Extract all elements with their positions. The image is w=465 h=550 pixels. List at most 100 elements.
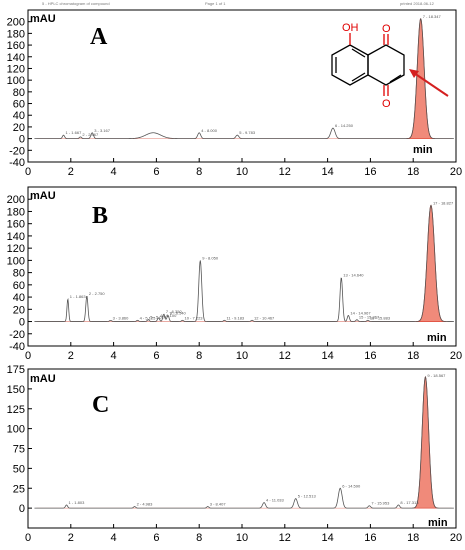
panel-c-peak-label: 5 - 12.513 [298,494,317,499]
panel-a-x-tick-label: 4 [111,166,117,178]
panel-b-y-tick-label: -40 [9,341,25,353]
panel-b-peak-label: 7 - 6.350 [166,309,183,314]
panel-b-peak-label: 9 - 8.050 [202,255,219,260]
panel-c-peak-label: 1 - 1.803 [69,500,86,505]
panel-a-y-unit: mAU [30,13,56,25]
header-center-text: Page 1 of 1 [205,1,226,6]
header-left-text: 5 - HPLC chromatogram of compound [42,1,110,6]
panel-b-y-tick-label: 80 [13,268,25,280]
panel-b-peak-label: 11 - 9.183 [226,315,244,320]
panel-a-trace-line [34,17,454,140]
panel-a-y-tick-label: 20 [13,122,25,134]
panel-a-y-tick-label: -40 [9,157,25,169]
panel-a-x-tick-label: 0 [25,166,31,178]
panel-c-y-unit: mAU [30,373,56,385]
panel-c-y-tick-label: 100 [7,424,25,436]
panel-b-y-tick-label: 20 [13,304,25,316]
panel-b-y-tick-label: -20 [9,329,25,341]
panel-a-letter: A [90,24,108,50]
panel-a-x-axis: 0 2 4 6 8 10 12 14 16 18 20 [25,158,462,178]
panel-b-x-tick-label: 20 [450,350,462,362]
panel-a-x-tick-label: 16 [364,166,376,178]
panel-b-peak-label: 5 - 5.620 [150,315,167,320]
panel-b-y-tick-label: 180 [7,206,25,218]
panel-a-x-tick-label: 2 [68,166,74,178]
panel-b-x-tick-label: 6 [153,350,159,362]
panel-b-x-tick-label: 16 [364,350,376,362]
panel-c-x-unit: min [428,517,448,529]
panel-b-y-tick-label: 160 [7,219,25,231]
molecule-arrow-head [409,69,419,78]
panel-a-y-tick-label: 80 [13,87,25,99]
molecule-quinone-ring [367,44,405,86]
panel-c-y-tick-label: 125 [7,404,25,416]
panel-b-x-tick-label: 8 [196,350,202,362]
panel-b-peak-label: 12 - 10.467 [254,315,275,320]
panel-c-y-tick-label: 50 [13,463,25,475]
panel-a-x-tick-label: 20 [450,166,462,178]
panel-a-y-tick-label: 160 [7,40,25,52]
panel-b-y-tick-label: 0 [19,317,25,329]
panel-c-peak-label: 8 - 17.313 [400,500,419,505]
panel-a-x-unit: min [413,144,433,156]
panel-c-x-tick-label: 0 [25,532,31,544]
panel-b-x-tick-label: 14 [321,350,333,362]
molecule-top-oxygen-label: O [382,23,391,35]
molecule-arrow [409,69,449,97]
panel-b-x-tick-label: 2 [68,350,74,362]
panel-c-peak-label: 9 - 18.567 [427,373,446,378]
panel-b-peak-label: 3 - 3.860 [113,315,130,320]
panel-a-peak-label: 1 - 1.667 [66,130,83,135]
molecule-structure [331,33,405,96]
header-right-text: printed 2018-06-12 [400,1,435,6]
panel-b-peak-label: 16 - 15.883 [370,315,391,320]
molecule-arrow-shaft [413,72,449,97]
panel-a-y-tick-label: 120 [7,63,25,75]
panel-c-x-axis: 0 2 4 6 8 10 12 14 16 18 20 [25,524,462,544]
panel-b-peak-label: 10 - 7.223 [185,315,204,320]
panel-a-y-tick-label: 40 [13,110,25,122]
panel-c-peak-label: 2 - 4.983 [137,502,154,507]
panel-a-x-tick-label: 18 [407,166,419,178]
panel-b-x-unit: min [427,332,447,344]
panel-a-y-tick-label: 180 [7,28,25,40]
panel-b-peak-label: 6 - 6.100 [161,313,178,318]
panel-b-x-tick-label: 18 [407,350,419,362]
panel-b-peak-label: 1 - 1.863 [70,294,87,299]
panel-b-x-axis: 0 2 4 6 8 10 12 14 16 18 20 [25,342,462,362]
panel-b-y-tick-label: 100 [7,255,25,267]
panel-c-x-tick-label: 20 [450,532,462,544]
panel-a-peak-label: 7 - 18.347 [423,14,442,19]
molecule-hydroxyl-label: OH [342,22,359,34]
panel-a-x-tick-label: 6 [153,166,159,178]
panel-b-peak-label: 8 - 6.540 [170,310,187,315]
panel-a-peak-label: 2 - 2.467 [82,132,99,137]
molecule-double-bond-3 [351,48,366,58]
panel-a-peak-label: 5 - 9.783 [239,130,256,135]
panel-c-y-axis: 0 25 50 75 100 125 150 175 [7,364,32,515]
panel-b-peak-label: 4 - 5.125 [140,315,157,320]
panel-c-trace-line [34,375,454,509]
panel-a-x-tick-label: 8 [196,166,202,178]
panel-b-peak-label: 14 - 14.967 [350,310,371,315]
panel-a-x-tick-label: 10 [236,166,248,178]
panel-b-y-tick-label: 200 [7,194,25,206]
panel-c-x-tick-label: 12 [279,532,291,544]
molecule-double-bond-2 [351,72,366,82]
panel-a-y-tick-label: 60 [13,99,25,111]
panel-c-peak-label: 6 - 14.590 [342,483,361,488]
panel-b-x-tick-label: 0 [25,350,31,362]
panel-b-peak-label: 17 - 18.827 [433,200,454,205]
panel-a-y-tick-label: 0 [19,134,25,146]
panel-a-y-tick-label: 100 [7,75,25,87]
panel-c-y-tick-label: 150 [7,384,25,396]
panel-c-x-tick-label: 18 [407,532,419,544]
panel-c-x-tick-label: 16 [364,532,376,544]
